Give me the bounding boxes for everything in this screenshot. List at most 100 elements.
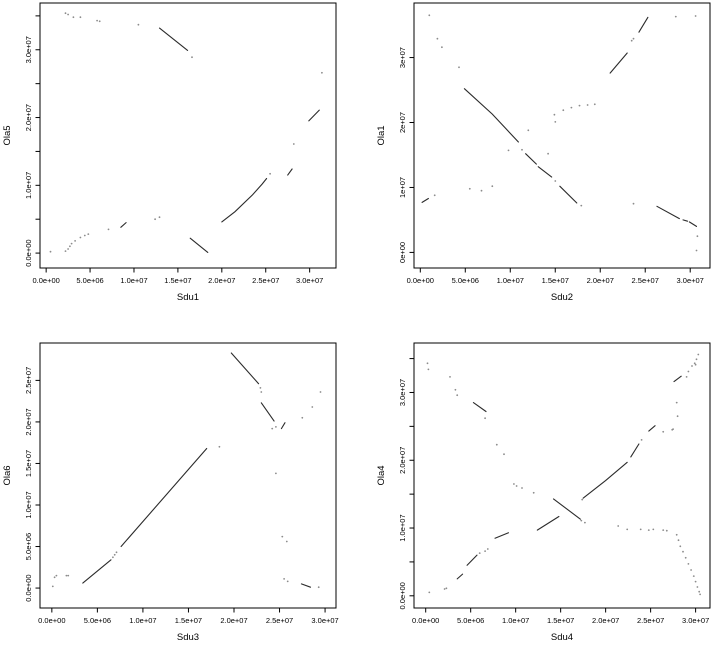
match-dot	[271, 427, 274, 430]
plot-box	[39, 2, 337, 269]
match-dot	[662, 430, 665, 433]
alignment-segment	[120, 447, 208, 548]
alignment-segment	[609, 52, 628, 74]
y-axis-label: Ola6	[2, 465, 13, 485]
match-dot	[441, 46, 443, 49]
match-dot	[218, 445, 221, 448]
match-dot	[495, 443, 498, 446]
alignment-segment	[638, 16, 649, 33]
match-dot	[554, 180, 557, 182]
match-dot	[72, 16, 75, 19]
match-dot	[691, 365, 693, 367]
x-tick-label: 0.0e+00	[32, 276, 59, 285]
match-dot	[51, 585, 54, 588]
match-dot	[675, 533, 678, 536]
alignment-segment	[300, 583, 312, 588]
alignment-segment	[537, 166, 553, 178]
panel-top-left: 0.0e+00 5.0e+06 1.0e+07 1.5e+07 2.0e+07 2.5e+…	[2, 2, 337, 303]
alignment-segment	[158, 27, 189, 51]
y-tick-label: 1.0e+07	[24, 172, 33, 199]
match-dot	[137, 23, 140, 26]
match-dot	[468, 187, 471, 190]
match-dot	[426, 362, 429, 365]
match-dot	[445, 587, 448, 590]
y-tick-label: 2.0e+07	[398, 447, 407, 474]
x-tick-label: 2.0e+07	[592, 616, 619, 625]
match-dot	[55, 574, 58, 577]
y-tick-label: 3e+07	[398, 47, 407, 68]
match-dot	[301, 416, 304, 419]
x-tick-label: 1.5e+07	[542, 276, 569, 285]
match-dot	[698, 590, 701, 593]
match-dot	[503, 453, 505, 456]
match-dot	[69, 245, 71, 248]
match-dot	[443, 588, 446, 590]
match-dot	[677, 539, 680, 542]
match-dot	[285, 540, 288, 543]
match-dot	[562, 109, 565, 112]
match-dot	[428, 14, 431, 17]
match-dot	[694, 15, 697, 17]
alignment-segment	[421, 197, 429, 203]
x-tick-label: 0.0e+00	[407, 276, 434, 285]
match-dot	[281, 535, 284, 538]
y-tick-label: 0.0e+00	[398, 582, 407, 609]
x-axis-label: Sdu4	[551, 632, 573, 643]
match-dot	[675, 401, 678, 404]
match-dot	[79, 236, 82, 239]
x-tick-label: 1.0e+07	[497, 276, 524, 285]
x-tick-label: 3.0e+07	[677, 276, 704, 285]
match-dot	[617, 525, 620, 527]
match-dot	[690, 569, 692, 571]
match-dot	[515, 485, 518, 487]
match-dot	[319, 391, 322, 393]
match-dot	[74, 240, 76, 242]
match-dot	[67, 574, 70, 577]
alignment-segment	[260, 402, 275, 422]
x-tick-label: 5.0e+06	[84, 616, 111, 625]
x-tick-label: 3.0e+07	[311, 616, 338, 625]
match-dot	[436, 37, 439, 40]
match-dot	[699, 593, 701, 596]
match-dot	[259, 387, 262, 389]
match-dot	[269, 172, 271, 175]
x-axis-label: Sdu2	[551, 292, 573, 303]
match-dot	[554, 121, 557, 123]
match-dot	[158, 216, 161, 219]
match-dot	[694, 580, 697, 583]
x-tick-label: 5.0e+06	[76, 276, 103, 285]
match-dot	[697, 353, 700, 356]
match-dot	[64, 12, 67, 15]
alignment-segment	[280, 422, 286, 430]
alignment-segment	[552, 498, 581, 520]
match-dot	[65, 574, 68, 577]
match-dot	[593, 103, 596, 106]
y-tick-label: 1.0e+07	[24, 491, 33, 518]
match-dot	[665, 529, 668, 532]
match-dot	[491, 185, 494, 188]
y-tick-label: 0.0e+00	[24, 574, 33, 601]
match-dot	[275, 472, 277, 475]
alignment-segment	[466, 554, 478, 566]
alignment-segment	[630, 443, 640, 458]
match-dot	[79, 16, 82, 19]
match-dot	[687, 563, 690, 565]
match-dot	[692, 575, 695, 577]
y-axis-label: Ola1	[376, 125, 387, 145]
match-dot	[428, 591, 431, 594]
panel-top-right: 0.0e+00 5.0e+06 1.0e+07 1.5e+07 2.0e+07 2.5e+…	[376, 2, 711, 303]
match-dot	[275, 426, 277, 428]
x-tick-label: 1.0e+07	[129, 616, 156, 625]
y-tick-label: 0e+00	[398, 242, 407, 263]
match-dot	[107, 228, 110, 231]
match-dot	[478, 552, 481, 554]
match-dot	[674, 15, 677, 18]
alignment-segment	[525, 153, 537, 165]
match-dot	[113, 553, 116, 556]
alignment-segment	[456, 573, 464, 580]
match-dot	[521, 487, 523, 489]
match-dot	[64, 250, 67, 253]
match-dot	[570, 106, 573, 109]
match-dot	[578, 104, 581, 107]
